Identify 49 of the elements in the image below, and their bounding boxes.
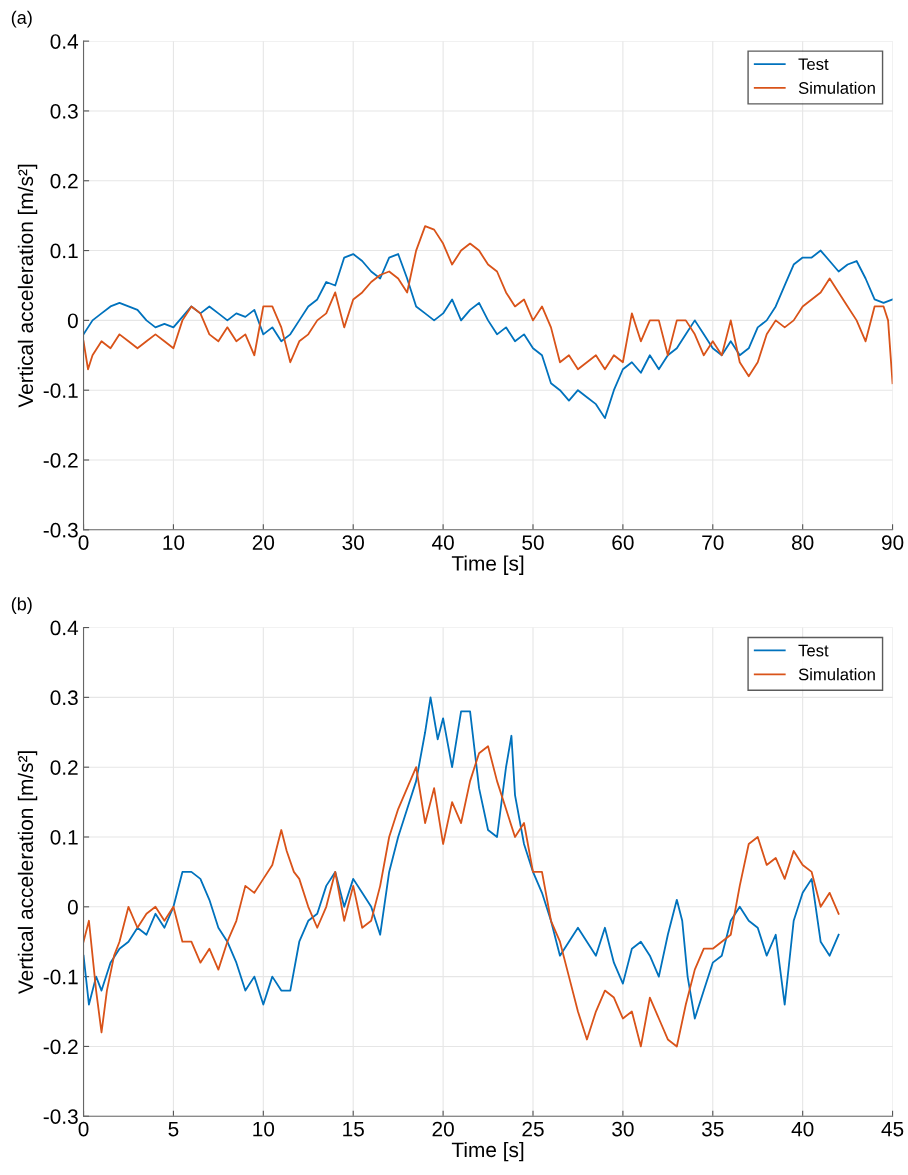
line-series <box>83 696 840 1020</box>
y-tick-label: -0.1 <box>43 969 78 985</box>
y-tick-label: 0.1 <box>50 243 78 259</box>
x-tick-label: 50 <box>522 535 544 550</box>
x-axis-title: Time [s] <box>451 1141 524 1162</box>
y-axis-title: Vertical acceleration [m/s²] <box>17 164 38 408</box>
x-tick-label: 40 <box>432 535 454 550</box>
y-tick-label: -0.3 <box>43 522 78 538</box>
x-tick-label: 90 <box>881 535 904 550</box>
y-tick-label: -0.3 <box>43 1109 78 1124</box>
x-tick-label: 0 <box>78 535 89 550</box>
x-tick-label: 20 <box>432 1121 454 1137</box>
text: (b) <box>11 597 32 614</box>
line-series <box>83 249 893 420</box>
x-tick-label: 30 <box>342 535 364 550</box>
x-tick-label: 0 <box>78 1121 89 1137</box>
y-tick-label: 0 <box>67 899 78 915</box>
y-tick-label: 0 <box>67 313 78 329</box>
x-tick-label: 20 <box>252 535 275 550</box>
y-axis-title: Vertical acceleration [m/s²] <box>17 751 38 994</box>
legend-label: Test <box>798 58 829 71</box>
x-tick-label: 35 <box>701 1121 724 1137</box>
y-tick-label: -0.2 <box>43 453 78 468</box>
x-tick-label: 5 <box>168 1121 179 1137</box>
x-tick-label: 15 <box>343 1121 364 1137</box>
x-tick-label: 45 <box>881 1121 904 1137</box>
x-tick-label: 80 <box>791 535 814 550</box>
y-tick-label: 0.4 <box>50 34 79 49</box>
y-tick-label: 0.4 <box>50 620 79 636</box>
x-tick-label: 60 <box>612 535 634 550</box>
x-tick-label: 30 <box>612 1121 634 1137</box>
line-series <box>83 745 840 1048</box>
y-tick-label: 0.3 <box>50 103 78 119</box>
text: (a) <box>11 10 32 28</box>
legend-label: Simulation <box>798 668 875 681</box>
x-tick-label: 10 <box>163 535 185 550</box>
legend-label: Test <box>798 644 829 657</box>
y-tick-label: -0.1 <box>43 383 78 398</box>
y-tick-label: 0.3 <box>50 690 78 706</box>
x-tick-label: 25 <box>522 1121 544 1137</box>
y-tick-label: -0.2 <box>43 1039 78 1055</box>
y-tick-label: 0.1 <box>50 830 78 845</box>
x-tick-label: 10 <box>253 1121 275 1137</box>
x-tick-label: 40 <box>791 1121 814 1137</box>
y-tick-label: 0.2 <box>50 760 78 775</box>
legend-label: Simulation <box>798 81 875 94</box>
y-tick-label: 0.2 <box>50 173 78 189</box>
x-axis-title: Time [s] <box>451 555 524 575</box>
x-tick-label: 70 <box>702 535 724 550</box>
